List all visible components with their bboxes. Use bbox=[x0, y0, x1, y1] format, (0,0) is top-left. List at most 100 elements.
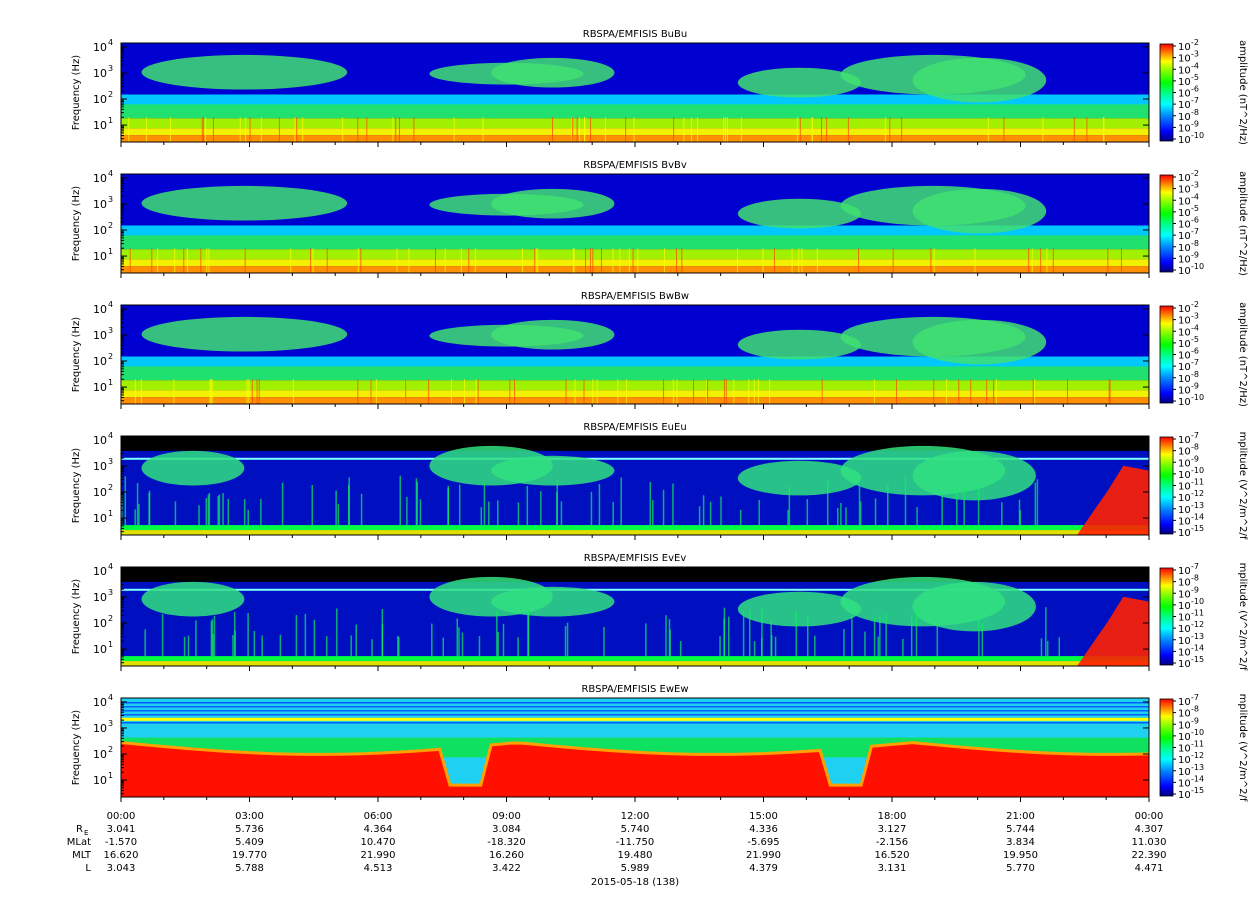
noise-streak bbox=[770, 635, 773, 657]
colorbar-tick-exponent: -3 bbox=[1191, 50, 1199, 59]
noise-streak bbox=[157, 248, 159, 273]
colorbar-tick-exponent: -11 bbox=[1191, 740, 1204, 749]
time-axis: 00:00 03:00 06:00 09:00 12:00 15:00 18:00 21:00… bbox=[107, 811, 1164, 888]
noise-streak bbox=[335, 490, 337, 526]
x-tick-label: 18:00 bbox=[878, 811, 907, 822]
noise-streak bbox=[604, 117, 606, 142]
colorbar-tick-label: 10 bbox=[1178, 790, 1191, 801]
spectrogram-image bbox=[121, 567, 1149, 666]
y-tick-exponent: 2 bbox=[108, 745, 113, 754]
y-tick-exponent: 2 bbox=[108, 483, 113, 492]
noise-streak bbox=[1120, 248, 1122, 273]
noise-streak bbox=[723, 117, 725, 142]
noise-streak bbox=[360, 493, 363, 526]
noise-streak bbox=[698, 506, 701, 526]
ephemeris-value: 5.989 bbox=[621, 863, 650, 874]
noise-streak bbox=[625, 117, 627, 142]
noise-streak bbox=[895, 379, 897, 404]
ephemeris-value: 5.744 bbox=[1006, 824, 1035, 835]
noise-streak bbox=[590, 491, 593, 526]
green-band bbox=[121, 366, 1149, 381]
orange-band bbox=[121, 266, 1149, 273]
horizontal-line bbox=[121, 588, 1149, 591]
colorbar-tick-label: 10 bbox=[1178, 601, 1191, 612]
noise-streak bbox=[442, 637, 445, 657]
ephemeris-label: L bbox=[85, 863, 91, 874]
noise-streak bbox=[207, 494, 210, 526]
noise-streak bbox=[858, 248, 860, 273]
noise-streak bbox=[140, 379, 142, 404]
colorbar-tick-label: 10 bbox=[1178, 732, 1191, 743]
noise-streak bbox=[663, 379, 665, 404]
y-tick-exponent: 4 bbox=[108, 169, 113, 178]
colorbar-tick-exponent: -9 bbox=[1191, 250, 1199, 259]
noise-streak bbox=[572, 248, 574, 273]
y-tick-label: 10 bbox=[93, 119, 107, 132]
colorbar-tick-label: 10 bbox=[1178, 767, 1191, 778]
colorbar-tick-exponent: -15 bbox=[1191, 655, 1204, 664]
noise-streak bbox=[161, 613, 164, 657]
horizontal-line bbox=[121, 714, 1149, 716]
y-tick-label: 10 bbox=[93, 748, 107, 761]
noise-streak bbox=[1046, 248, 1048, 273]
noise-streak bbox=[1034, 482, 1037, 526]
colorbar bbox=[1159, 567, 1174, 666]
y-tick-exponent: 4 bbox=[108, 562, 113, 571]
emission-blob bbox=[737, 329, 862, 360]
noise-streak bbox=[669, 629, 671, 657]
y-tick-label: 10 bbox=[93, 329, 107, 342]
noise-streak bbox=[626, 379, 628, 404]
noise-streak bbox=[460, 248, 462, 273]
ephemeris-value: 4.471 bbox=[1135, 863, 1164, 874]
noise-streak bbox=[652, 500, 654, 526]
colorbar-label: mplitude (V^2/m^2/f bbox=[1237, 563, 1248, 671]
noise-streak bbox=[933, 379, 935, 404]
colorbar bbox=[1159, 174, 1174, 273]
noise-streak bbox=[1073, 117, 1075, 142]
noise-streak bbox=[434, 248, 436, 273]
ephemeris-value: 16.520 bbox=[875, 850, 910, 861]
x-tick-label: 09:00 bbox=[492, 811, 521, 822]
y-tick-exponent: 4 bbox=[108, 693, 113, 702]
ephemeris-value: 19.770 bbox=[232, 850, 267, 861]
colorbar-tick-label: 10 bbox=[1178, 196, 1191, 207]
noise-streak bbox=[534, 248, 536, 273]
cyan-band bbox=[121, 225, 1149, 238]
noise-streak bbox=[392, 117, 394, 142]
colorbar-tick-label: 10 bbox=[1178, 89, 1191, 100]
noise-streak bbox=[326, 248, 328, 273]
noise-streak bbox=[482, 117, 484, 142]
noise-streak bbox=[787, 509, 789, 526]
noise-streak bbox=[740, 117, 742, 142]
colorbar-tick-label: 10 bbox=[1178, 659, 1191, 670]
noise-streak bbox=[312, 248, 314, 273]
noise-streak bbox=[342, 117, 344, 142]
colorbar-tick-label: 10 bbox=[1178, 636, 1191, 647]
ephemeris-value: 16.260 bbox=[489, 850, 524, 861]
x-tick-label: 12:00 bbox=[621, 811, 650, 822]
noise-streak bbox=[1108, 379, 1110, 404]
noise-streak bbox=[946, 379, 948, 404]
ephemeris-label: R bbox=[76, 824, 83, 835]
colorbar-tick-exponent: -9 bbox=[1191, 716, 1199, 725]
noise-streak bbox=[774, 636, 777, 657]
colorbar-tick-label: 10 bbox=[1178, 351, 1191, 362]
noise-streak bbox=[136, 483, 139, 526]
noise-streak bbox=[859, 501, 862, 526]
noise-streak bbox=[444, 248, 446, 273]
noise-streak bbox=[261, 635, 263, 657]
y-tick-label: 10 bbox=[93, 67, 107, 80]
colorbar-tick-label: 10 bbox=[1178, 220, 1191, 231]
noise-streak bbox=[232, 635, 234, 657]
noise-streak bbox=[726, 117, 728, 142]
emission-blob bbox=[912, 319, 1047, 365]
y-tick-label: 10 bbox=[93, 617, 107, 630]
noise-streak bbox=[672, 379, 674, 404]
noise-streak bbox=[1036, 479, 1039, 526]
noise-streak bbox=[773, 248, 775, 273]
noise-streak bbox=[728, 616, 730, 657]
noise-streak bbox=[1034, 379, 1036, 404]
